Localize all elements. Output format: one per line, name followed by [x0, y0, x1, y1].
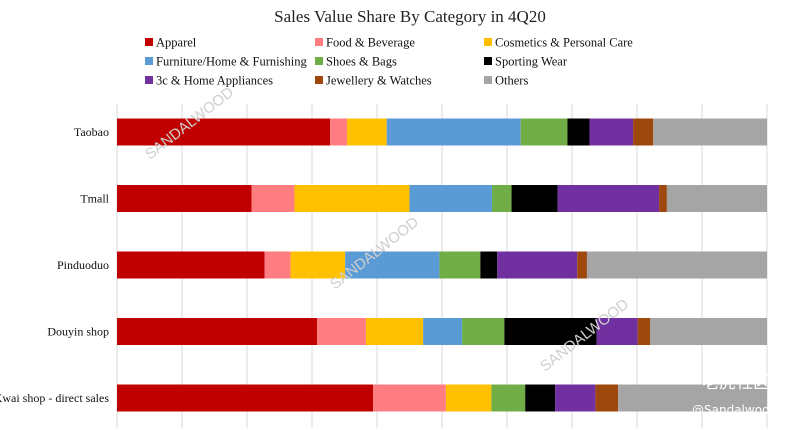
category-label: Taobao: [74, 125, 109, 139]
bar-segment-apparel: [117, 251, 265, 279]
bar-segment-sporting-wear: [525, 384, 556, 412]
bar-segment-sporting-wear: [504, 318, 597, 345]
legend-item-cosmetics-personal-care: Cosmetics & Personal Care: [484, 36, 633, 50]
category-label: Douyin shop: [47, 325, 109, 339]
bar-segment-3c-home-appliances: [555, 384, 596, 412]
legend-label: Cosmetics & Personal Care: [495, 36, 633, 50]
legend-label: Furniture/Home & Furnishing: [156, 55, 307, 69]
bar-segment-jewellery-watches: [577, 251, 587, 279]
bar-segment-3c-home-appliances: [596, 318, 638, 345]
legend-swatch: [145, 76, 153, 84]
legend-label: Others: [495, 74, 528, 88]
watermark-handle: @Sandalwood: [692, 403, 777, 417]
legend-label: Apparel: [156, 36, 197, 50]
legend-swatch: [315, 76, 323, 84]
legend-swatch: [315, 38, 323, 46]
bar-segment-food-beverage: [330, 118, 348, 146]
bar-segment-food-beverage: [317, 318, 366, 345]
bar-segment-shoes-bags: [491, 384, 526, 412]
bar-row-pinduoduo: [117, 251, 767, 279]
bar-segment-apparel: [117, 318, 318, 345]
legend-swatch: [145, 38, 153, 46]
legend-swatch: [484, 38, 492, 46]
watermark-community: 老虎社区: [702, 373, 770, 393]
bar-segment-cosmetics-personal-care: [294, 185, 410, 212]
bar-segment-others: [653, 118, 767, 146]
legend: Apparel Food & Beverage Cosmetics & Person…: [145, 36, 633, 88]
bar-segment-cosmetics-personal-care: [347, 118, 387, 146]
bar-segment-shoes-bags: [462, 318, 505, 345]
bar-segment-cosmetics-personal-care: [365, 318, 424, 345]
bar-segment-apparel: [117, 118, 331, 146]
bar-segment-jewellery-watches: [637, 318, 650, 345]
bar-row-douyin-shop: [117, 318, 767, 345]
legend-swatch: [484, 76, 492, 84]
legend-item-others: Others: [484, 74, 528, 88]
bar-segment-shoes-bags: [439, 251, 481, 279]
bar-segment-jewellery-watches: [633, 118, 654, 146]
category-label: Tmall: [80, 192, 109, 206]
bar-segment-shoes-bags: [520, 118, 568, 146]
legend-label: Shoes & Bags: [326, 55, 397, 69]
bars: [117, 118, 767, 412]
bar-row-tmall: [117, 185, 767, 212]
category-label: Pinduoduo: [57, 258, 109, 272]
legend-label: Sporting Wear: [495, 55, 568, 69]
legend-item-jewellery-watches: Jewellery & Watches: [315, 74, 432, 88]
bar-segment-3c-home-appliances: [589, 118, 634, 146]
bar-row-kwai-shop-direct-sales: [117, 384, 767, 412]
legend-swatch: [484, 57, 492, 65]
bar-segment-others: [650, 318, 767, 345]
bar-segment-others: [618, 384, 767, 412]
bar-segment-sporting-wear: [480, 251, 498, 279]
legend-item-shoes-bags: Shoes & Bags: [315, 55, 397, 69]
bar-segment-jewellery-watches: [595, 384, 619, 412]
bar-segment-furniture-home-furnishing: [386, 118, 521, 146]
bar-segment-sporting-wear: [567, 118, 590, 146]
legend-item-3c-home-appliances: 3c & Home Appliances: [145, 74, 273, 88]
bar-segment-cosmetics-personal-care: [290, 251, 346, 279]
legend-item-sporting-wear: Sporting Wear: [484, 55, 568, 69]
bar-segment-food-beverage: [251, 185, 295, 212]
legend-item-apparel: Apparel: [145, 36, 197, 50]
chart-title: Sales Value Share By Category in 4Q20: [274, 7, 546, 26]
bar-segment-apparel: [117, 384, 374, 412]
bar-segment-apparel: [117, 185, 252, 212]
bar-segment-sporting-wear: [511, 185, 558, 212]
legend-item-furniture-home-furnishing: Furniture/Home & Furnishing: [145, 55, 307, 69]
bar-segment-3c-home-appliances: [557, 185, 660, 212]
legend-label: 3c & Home Appliances: [156, 74, 273, 88]
bar-segment-cosmetics-personal-care: [445, 384, 492, 412]
bar-segment-furniture-home-furnishing: [409, 185, 493, 212]
category-labels: Taobao Tmall Pinduoduo Douyin shop Kwai shop…: [0, 125, 110, 405]
legend-swatch: [315, 57, 323, 65]
legend-swatch: [145, 57, 153, 65]
bar-segment-shoes-bags: [492, 185, 512, 212]
legend-label: Food & Beverage: [326, 36, 415, 50]
bar-segment-jewellery-watches: [659, 185, 667, 212]
bar-segment-food-beverage: [264, 251, 291, 279]
legend-label: Jewellery & Watches: [326, 74, 432, 88]
category-label: Kwai shop - direct sales: [0, 391, 109, 405]
bar-row-taobao: [117, 118, 767, 146]
bar-segment-others: [666, 185, 767, 212]
bar-segment-food-beverage: [373, 384, 446, 412]
bar-segment-furniture-home-furnishing: [423, 318, 463, 345]
legend-item-food-beverage: Food & Beverage: [315, 36, 415, 50]
bar-segment-furniture-home-furnishing: [345, 251, 440, 279]
bar-segment-others: [586, 251, 767, 279]
bar-segment-3c-home-appliances: [497, 251, 578, 279]
